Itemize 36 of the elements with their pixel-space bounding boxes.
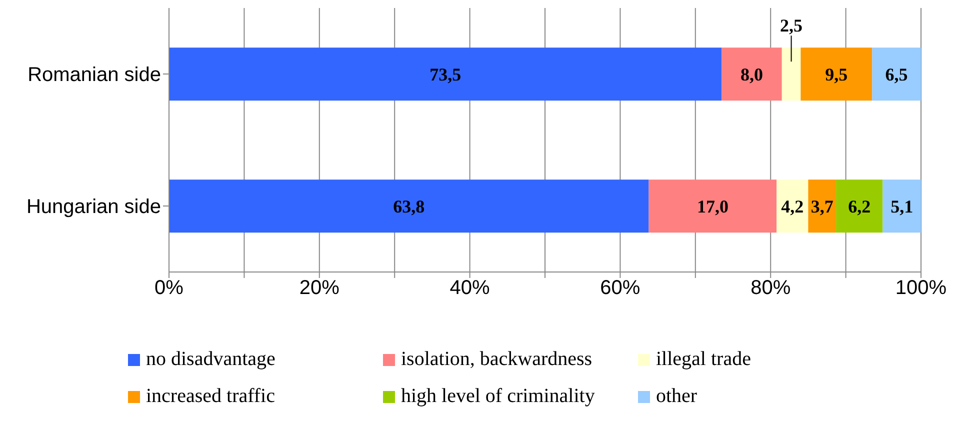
bar xyxy=(808,180,836,233)
legend-label: illegal trade xyxy=(655,348,752,371)
bar xyxy=(169,180,649,233)
bar xyxy=(722,48,782,101)
legend-label: isolation, backwardness xyxy=(400,348,594,371)
bar xyxy=(800,48,872,101)
y-tick-label: Romanian side xyxy=(28,64,161,86)
legend-label: high level of criminality xyxy=(400,385,596,408)
data-label: 6,5 xyxy=(885,64,908,84)
bar xyxy=(169,48,722,101)
legend-label: no disadvantage xyxy=(145,348,276,371)
x-tick-label: 40% xyxy=(450,277,490,300)
y-tick-label: Hungarian side xyxy=(26,196,161,218)
x-tick-label: 80% xyxy=(750,277,791,300)
data-label: 17,0 xyxy=(696,196,728,216)
data-label: 6,2 xyxy=(848,196,871,216)
x-tick-label: 20% xyxy=(299,277,340,300)
legend-label: increased traffic xyxy=(145,385,276,408)
x-tick-label: 0% xyxy=(154,277,184,300)
bar xyxy=(782,48,801,101)
data-label: 63,8 xyxy=(393,196,425,216)
data-label: 8,0 xyxy=(740,64,764,84)
bar xyxy=(836,180,883,233)
bar xyxy=(776,180,808,233)
legend-label: other xyxy=(655,385,698,408)
data-label: 5,1 xyxy=(890,196,914,216)
data-label: 2,5 xyxy=(780,16,803,36)
bar xyxy=(648,180,777,233)
x-tick-label: 100% xyxy=(895,277,947,300)
data-label: 73,5 xyxy=(430,64,462,84)
data-label: 3,7 xyxy=(810,196,834,216)
data-label: 4,2 xyxy=(781,196,804,216)
bar xyxy=(882,180,921,233)
data-label: 9,5 xyxy=(825,64,848,84)
x-tick-label: 60% xyxy=(600,277,640,300)
bar xyxy=(872,48,921,101)
